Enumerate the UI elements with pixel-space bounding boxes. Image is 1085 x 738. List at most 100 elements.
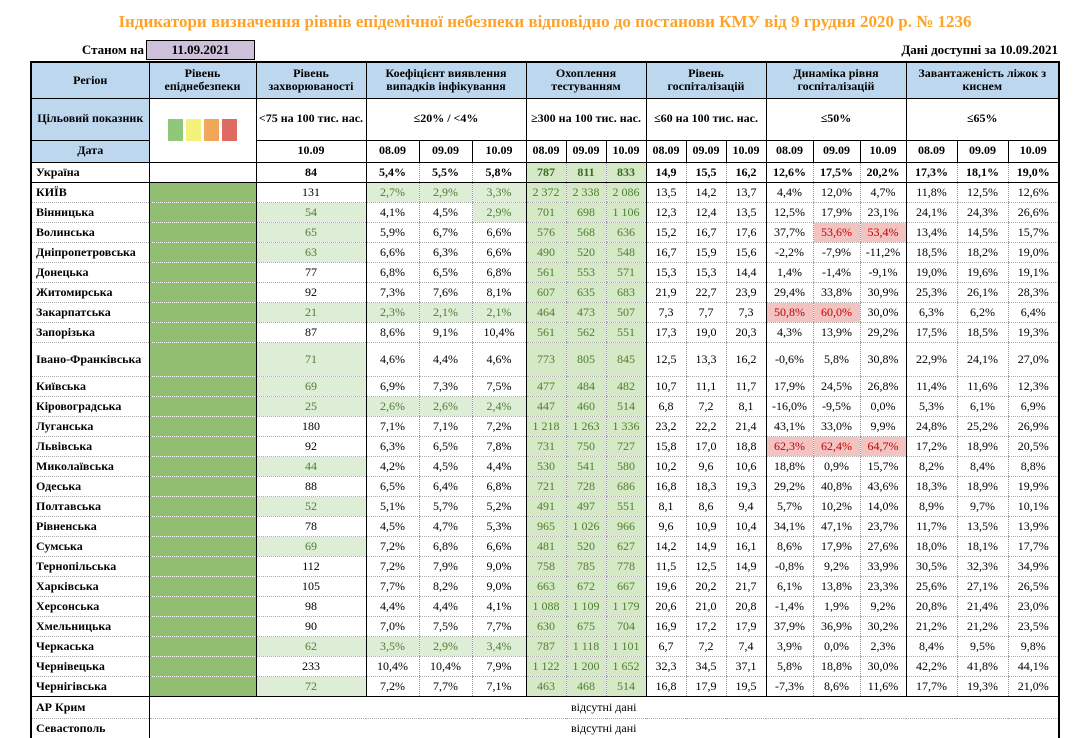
testing-cell: 481 <box>525 536 566 557</box>
hospitalization-cell: 16,8 <box>645 676 686 697</box>
date-cell: 10.09 <box>471 139 527 163</box>
hospitalization-cell: 17,2 <box>685 616 726 637</box>
testing-cell: 667 <box>605 576 646 597</box>
hospitalization-cell: 12,4 <box>685 202 726 223</box>
testing-cell: 1 179 <box>605 596 646 617</box>
table-row: Луганська 180 7,1% 7,1% 7,2% 1 218 1 263 1 336 2… <box>31 416 1059 437</box>
detection-cell: 7,1% <box>418 416 472 437</box>
beds-cell: 11,4% <box>905 376 957 397</box>
hospitalization-cell: 20,3 <box>725 322 766 343</box>
dynamics-cell: 13,8% <box>812 576 860 597</box>
beds-cell: 8,9% <box>905 496 957 517</box>
region-cell: Черкаська <box>31 636 149 657</box>
region-cell: Рівненська <box>31 516 149 537</box>
hospitalization-cell: 16,9 <box>645 616 686 637</box>
epi-level-cell <box>148 396 256 417</box>
epi-level-cell <box>148 302 256 323</box>
detection-cell: 7,8% <box>471 436 526 457</box>
dynamics-cell: 1,4% <box>765 262 813 283</box>
beds-cell: 18,9% <box>956 436 1008 457</box>
col-hosp-dynamics: Динаміка рівня госпіталізацій <box>765 61 907 99</box>
dynamics-cell: 30,8% <box>859 342 906 377</box>
hospitalization-cell: 10,9 <box>685 516 726 537</box>
col-incidence: Рівень захворюваності <box>255 61 367 99</box>
dynamics-cell: -11,2% <box>859 242 906 263</box>
dynamics-cell: 4,7% <box>859 182 906 203</box>
testing-cell: 551 <box>605 322 646 343</box>
region-cell: Чернігівська <box>31 676 149 697</box>
detection-cell: 4,5% <box>365 516 419 537</box>
detection-cell: 6,8% <box>365 262 419 283</box>
incidence-cell: 44 <box>255 456 366 477</box>
epi-level-cell <box>148 342 256 377</box>
hospitalization-cell: 18,8 <box>725 436 766 457</box>
dynamics-cell: -7,9% <box>812 242 860 263</box>
detection-cell: 5,8% <box>471 162 526 183</box>
dynamics-cell: 37,9% <box>765 616 813 637</box>
detection-cell: 4,4% <box>418 596 472 617</box>
testing-cell: 514 <box>605 676 646 697</box>
table-row: Житомирська 92 7,3% 7,6% 8,1% 607 635 683 21,9 22… <box>31 282 1059 303</box>
epi-level-cell <box>148 222 256 243</box>
dynamics-cell: 2,3% <box>859 636 906 657</box>
table-row: Одеська 88 6,5% 6,4% 6,8% 721 728 686 16,8 18,3 19… <box>31 476 1059 497</box>
beds-cell: 18,3% <box>905 476 957 497</box>
testing-cell: 1 122 <box>525 656 566 677</box>
hospitalization-cell: 34,5 <box>685 656 726 677</box>
dynamics-cell: 1,9% <box>812 596 860 617</box>
region-cell: Київська <box>31 376 149 397</box>
beds-cell: 19,9% <box>1007 476 1059 497</box>
dynamics-cell: 12,6% <box>765 162 813 183</box>
region-cell: АР Крим <box>31 696 149 719</box>
testing-cell: 477 <box>525 376 566 397</box>
region-cell: Дніпропетровська <box>31 242 149 263</box>
dynamics-cell: 9,2% <box>812 556 860 577</box>
date-cell: 09.09 <box>812 139 861 163</box>
col-epi-level: Рівень епіднебезпеки <box>148 61 257 99</box>
no-data-cell: відсутні дані <box>148 696 1059 719</box>
testing-cell: 635 <box>565 282 606 303</box>
dynamics-cell: 33,8% <box>812 282 860 303</box>
detection-cell: 2,6% <box>418 396 472 417</box>
testing-cell: 811 <box>565 162 606 183</box>
testing-cell: 1 200 <box>565 656 606 677</box>
testing-cell: 561 <box>525 262 566 283</box>
incidence-cell: 69 <box>255 536 366 557</box>
beds-cell: 18,1% <box>956 162 1008 183</box>
hospitalization-cell: 16,2 <box>725 342 766 377</box>
beds-cell: 5,3% <box>905 396 957 417</box>
epi-level-cell <box>148 656 256 677</box>
dynamics-cell: 5,8% <box>812 342 860 377</box>
dynamics-cell: 0,9% <box>812 456 860 477</box>
incidence-cell: 92 <box>255 282 366 303</box>
legend-green-icon <box>168 119 183 141</box>
hospitalization-cell: 15,2 <box>645 222 686 243</box>
as-of-date-box[interactable]: 11.09.2021 <box>146 39 255 60</box>
hospitalization-cell: 19,6 <box>645 576 686 597</box>
beds-cell: 17,7% <box>905 676 957 697</box>
hospitalization-cell: 15,6 <box>725 242 766 263</box>
beds-cell: 17,5% <box>905 322 957 343</box>
beds-cell: 9,8% <box>1007 636 1059 657</box>
table-row: Полтавська 52 5,1% 5,7% 5,2% 491 497 551 8,1 8,6 9… <box>31 496 1059 517</box>
hospitalization-cell: 14,4 <box>725 262 766 283</box>
epi-level-cell <box>148 262 256 283</box>
detection-cell: 8,2% <box>418 576 472 597</box>
beds-cell: 19,1% <box>1007 262 1059 283</box>
beds-cell: 8,2% <box>905 456 957 477</box>
hospitalization-cell: 11,7 <box>725 376 766 397</box>
incidence-cell: 131 <box>255 182 366 203</box>
dynamics-cell: 62,3% <box>765 436 813 457</box>
incidence-cell: 98 <box>255 596 366 617</box>
detection-cell: 6,6% <box>365 242 419 263</box>
epi-level-cell <box>148 202 256 223</box>
testing-cell: 833 <box>605 162 646 183</box>
testing-cell: 1 101 <box>605 636 646 657</box>
beds-cell: 32,3% <box>956 556 1008 577</box>
col-testing: Охоплення тестуванням <box>525 61 647 99</box>
hospitalization-cell: 6,8 <box>645 396 686 417</box>
detection-cell: 6,3% <box>365 436 419 457</box>
date-cell: 08.09 <box>765 139 814 163</box>
detection-cell: 9,1% <box>418 322 472 343</box>
dynamics-cell: 53,6% <box>812 222 860 243</box>
